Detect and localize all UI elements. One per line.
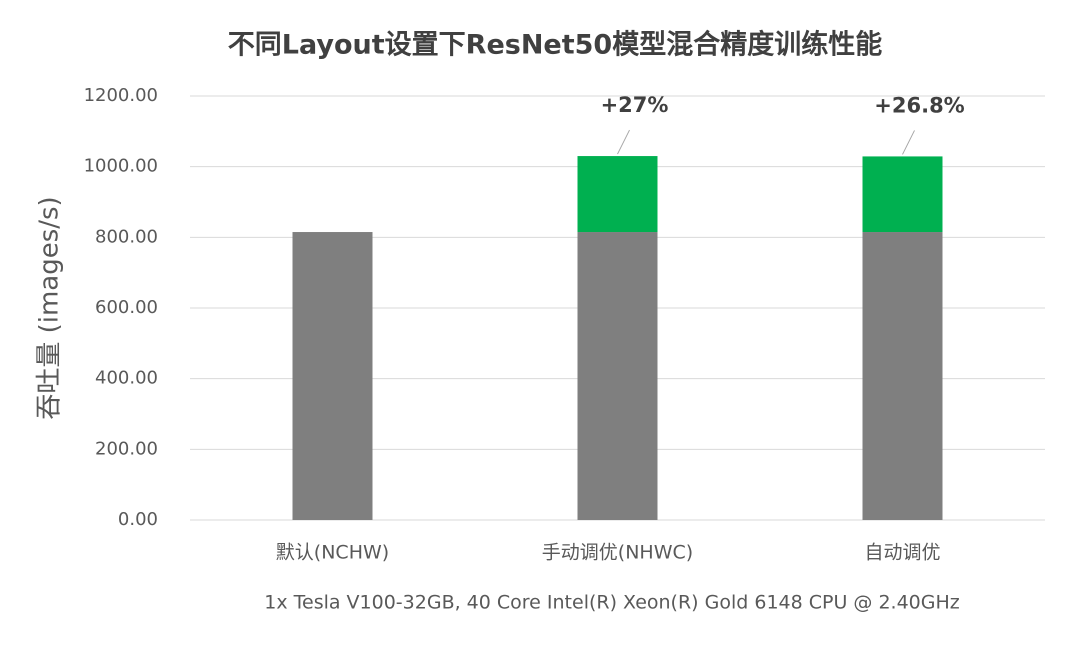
y-axis-label: 吞吐量 (images/s) <box>35 196 65 419</box>
y-tick-label: 800.00 <box>95 226 158 247</box>
y-tick-label: 200.00 <box>95 438 158 459</box>
y-tick-label: 600.00 <box>95 297 158 318</box>
footnote: 1x Tesla V100-32GB, 40 Core Intel(R) Xeo… <box>264 592 960 614</box>
bar-segment <box>862 156 943 233</box>
x-tick-label: 默认(NCHW) <box>276 542 389 564</box>
leader-line <box>617 129 630 155</box>
x-tick-label: 手动调优(NHWC) <box>542 542 693 564</box>
bar-segment <box>577 156 658 233</box>
chart-title: 不同Layout设置下ResNet50模型混合精度训练性能 <box>228 29 882 61</box>
y-tick-label: 400.00 <box>95 368 158 389</box>
bar-segment <box>577 232 658 521</box>
leader-line <box>902 130 915 155</box>
bar-segment <box>292 232 373 521</box>
annotation: +26.8% <box>874 93 964 117</box>
y-tick-label: 0.00 <box>118 509 158 530</box>
annotation: +27% <box>601 93 669 117</box>
y-tick-label: 1200.00 <box>84 85 158 106</box>
y-tick-label: 1000.00 <box>84 156 158 177</box>
x-tick-label: 自动调优 <box>864 542 940 564</box>
bar-segment <box>862 232 943 521</box>
